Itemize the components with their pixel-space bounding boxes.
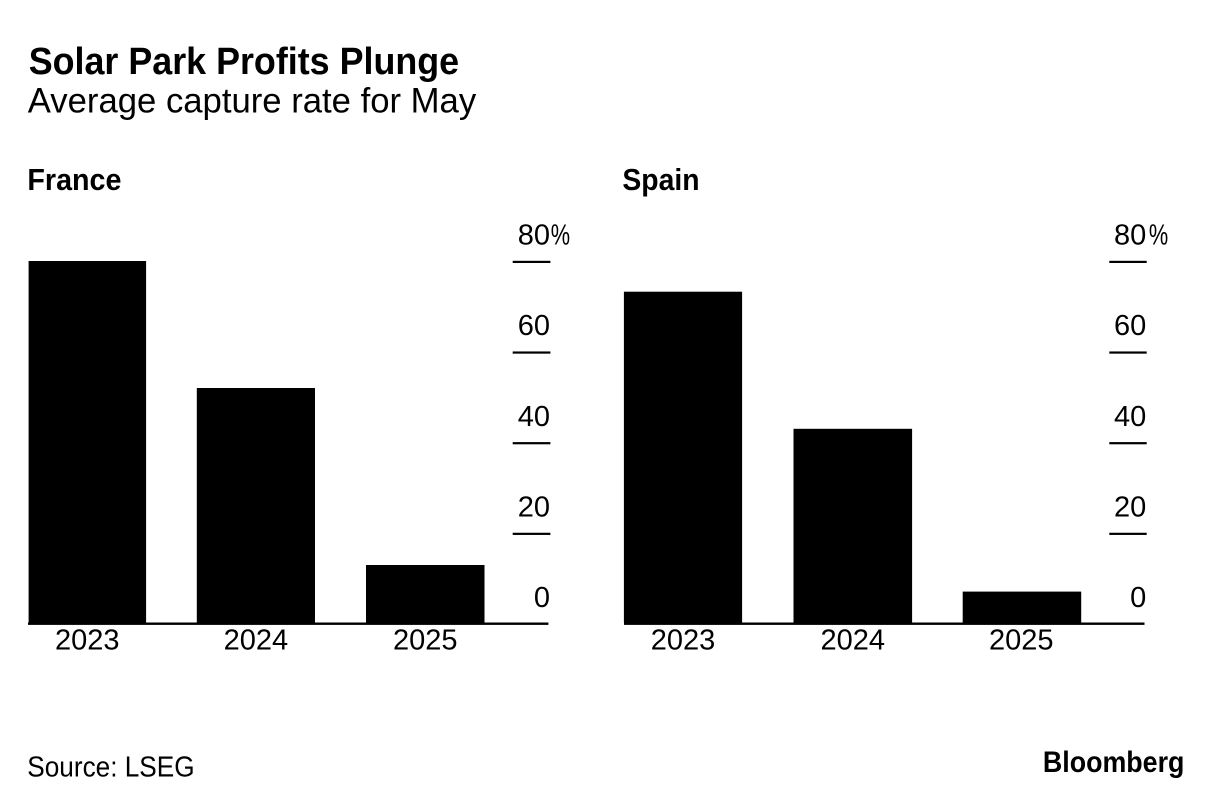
svg-text:0: 0 [534,582,550,614]
svg-text:40: 40 [518,401,550,433]
svg-text:20: 20 [1114,492,1146,524]
svg-text:20: 20 [518,492,550,524]
svg-text:60: 60 [518,310,550,342]
svg-text:Average capture rate for May: Average capture rate for May [28,81,477,120]
svg-text:40: 40 [1114,401,1146,433]
svg-text:80: 80 [518,220,550,252]
svg-text:2025: 2025 [393,625,458,657]
svg-text:Source: LSEG: Source: LSEG [27,750,194,783]
svg-text:60: 60 [1114,310,1146,342]
svg-text:2023: 2023 [55,625,120,657]
svg-text:2024: 2024 [821,625,886,657]
svg-text:%: % [1149,220,1168,252]
svg-text:0: 0 [1130,582,1146,614]
svg-text:%: % [551,220,570,252]
svg-text:2025: 2025 [989,625,1054,657]
svg-text:Solar Park Profits Plunge: Solar Park Profits Plunge [29,40,459,82]
svg-text:France: France [27,163,121,197]
svg-text:80: 80 [1114,220,1146,252]
svg-text:2023: 2023 [651,625,716,657]
svg-text:Bloomberg: Bloomberg [1043,746,1184,780]
svg-text:2024: 2024 [224,625,289,657]
svg-text:Spain: Spain [622,163,699,197]
